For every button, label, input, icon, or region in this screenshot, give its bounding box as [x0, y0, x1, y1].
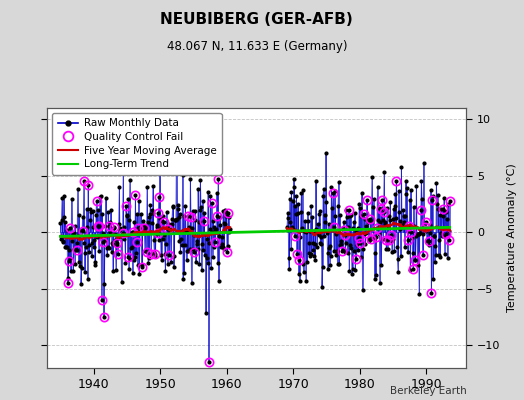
Legend: Raw Monthly Data, Quality Control Fail, Five Year Moving Average, Long-Term Tren: Raw Monthly Data, Quality Control Fail, …: [52, 113, 222, 174]
Text: Berkeley Earth: Berkeley Earth: [390, 386, 466, 396]
Text: NEUBIBERG (GER-AFB): NEUBIBERG (GER-AFB): [160, 12, 353, 27]
Text: 48.067 N, 11.633 E (Germany): 48.067 N, 11.633 E (Germany): [167, 40, 347, 53]
Y-axis label: Temperature Anomaly (°C): Temperature Anomaly (°C): [507, 164, 517, 312]
